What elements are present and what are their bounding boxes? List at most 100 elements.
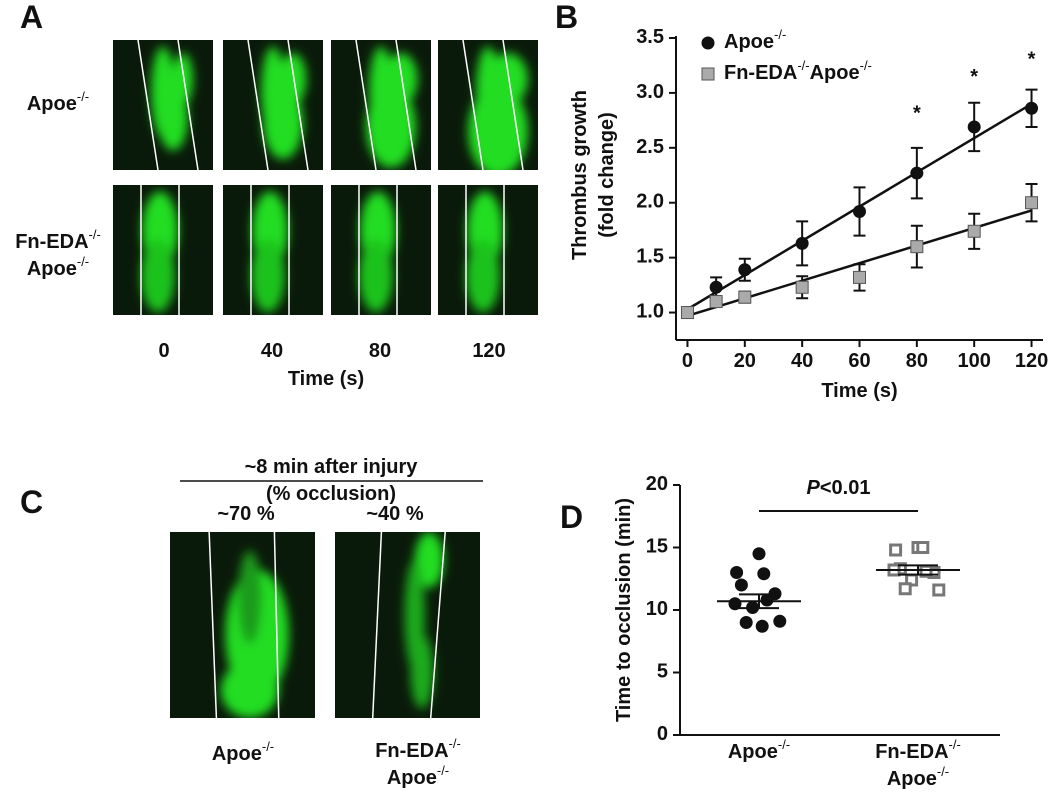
- time-label: 0: [158, 340, 169, 362]
- fluorescence: [251, 191, 288, 313]
- significance-star: *: [913, 103, 921, 125]
- vessel-wall: [247, 40, 269, 170]
- x-tick-label: 100: [958, 350, 991, 372]
- y-axis-label: Thrombus growth (fold change): [569, 90, 618, 260]
- vessel-wall: [287, 40, 309, 170]
- point: [709, 280, 723, 294]
- thrombus: [366, 85, 416, 168]
- point: [795, 236, 809, 250]
- point: [916, 541, 930, 554]
- y-tick-label: 5: [657, 661, 668, 683]
- sem-bar: [739, 593, 779, 610]
- thrombus: [238, 550, 262, 644]
- x-tick-label: Apoe-/-: [728, 737, 790, 763]
- occlusion-label: ~40 %: [366, 503, 423, 525]
- x-tick-label: 40: [791, 350, 813, 372]
- fluorescence: [366, 46, 418, 168]
- y-axis-label: Time to occlusion (min): [613, 498, 635, 722]
- point: [853, 205, 866, 219]
- micrograph: [438, 40, 538, 170]
- vessel-wall: [429, 532, 446, 718]
- legend-label: Apoe-/-: [724, 27, 786, 53]
- vessel-wall: [273, 532, 280, 718]
- point: [898, 582, 912, 596]
- significance-label: P<0.01: [807, 477, 871, 499]
- fluorescence: [220, 550, 289, 718]
- thrombus: [141, 239, 175, 313]
- point: [932, 583, 946, 597]
- y-tick-label: 20: [646, 473, 668, 495]
- thrombus: [251, 239, 285, 313]
- point: [738, 290, 752, 304]
- y-tick-label: 10: [646, 598, 668, 620]
- y-tick-label: 1.5: [636, 246, 664, 268]
- y-tick-label: 2.5: [636, 136, 664, 158]
- vessel-wall: [502, 40, 524, 170]
- y-tick-label: 3.5: [636, 26, 664, 48]
- vessel-wall: [395, 40, 417, 170]
- significance-star: *: [970, 66, 978, 88]
- thrombus: [488, 53, 528, 105]
- vessel-wall: [208, 532, 218, 718]
- x-tick-label: 60: [848, 350, 870, 372]
- significance-star: *: [1028, 49, 1036, 71]
- point: [760, 593, 774, 607]
- fluorescence: [261, 46, 307, 160]
- y-tick-label: 2.0: [636, 191, 664, 213]
- point: [773, 614, 787, 628]
- point: [795, 280, 809, 294]
- legend-label: Fn-EDA-/-Apoe-/-: [724, 58, 872, 84]
- micrograph: [113, 40, 213, 170]
- point: [755, 619, 769, 633]
- panel-title: ~8 min after injury (% occlusion): [245, 456, 419, 505]
- x-axis-label: Time (s): [821, 380, 897, 402]
- fluorescence: [359, 191, 396, 313]
- y-tick-label: 3.0: [636, 81, 664, 103]
- thrombus: [384, 53, 418, 105]
- micrograph: [331, 185, 431, 315]
- point: [889, 543, 903, 557]
- time-label: 40: [261, 340, 283, 362]
- point: [1025, 196, 1039, 210]
- panel-letter: C: [20, 484, 43, 520]
- panel-letter: D: [560, 499, 583, 535]
- vessel-wall: [355, 40, 377, 170]
- x-tick-label: 0: [682, 350, 693, 372]
- row-label: Fn-EDA-/-Apoe-/-: [15, 227, 101, 280]
- thrombus: [414, 532, 444, 588]
- point: [752, 547, 766, 561]
- micrograph: [331, 40, 431, 170]
- legend-marker: [701, 36, 715, 50]
- point: [757, 567, 771, 581]
- y-tick-label: 1.0: [636, 301, 664, 323]
- time-label: 120: [472, 340, 505, 362]
- sem-bar: [898, 564, 938, 576]
- point: [910, 166, 924, 180]
- time-label: 80: [369, 340, 391, 362]
- micrograph: [335, 532, 480, 718]
- point: [734, 578, 748, 592]
- fluorescence: [404, 532, 444, 709]
- x-tick-label: Fn-EDA-/-Apoe-/-: [875, 737, 961, 790]
- point: [709, 295, 723, 309]
- point: [680, 306, 694, 320]
- point: [738, 263, 752, 277]
- x-tick-label: 120: [1015, 350, 1048, 372]
- micrograph: [438, 185, 538, 315]
- point: [967, 120, 981, 134]
- x-tick-label: 20: [734, 350, 756, 372]
- micrograph: [113, 185, 213, 315]
- point: [739, 616, 753, 629]
- point: [910, 240, 924, 254]
- x-tick-label: 80: [906, 350, 928, 372]
- vessel-wall: [462, 40, 484, 170]
- thrombus: [173, 53, 193, 105]
- thrombus: [410, 634, 434, 709]
- legend-marker: [701, 67, 715, 81]
- micrograph: [223, 185, 323, 315]
- y-tick-label: 15: [646, 536, 668, 558]
- image-label: Apoe-/-: [212, 739, 274, 765]
- point: [730, 566, 744, 579]
- vessel-wall: [137, 40, 159, 170]
